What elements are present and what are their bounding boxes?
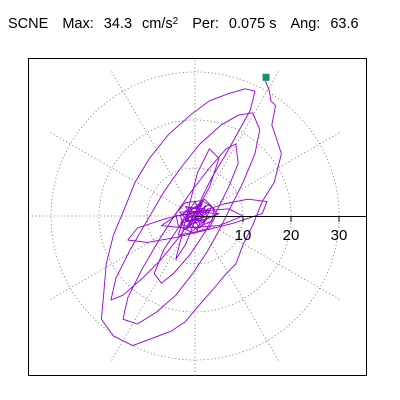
max-value: 34.3 [103,16,133,32]
grid-spoke-210 [49,215,196,301]
motion-traces [100,78,282,347]
grid-spoke-240 [110,215,196,362]
marker-layer [262,73,270,81]
period-label: Per: [192,16,219,32]
grid-spoke-30 [194,131,341,217]
angle-label: Ang: [290,16,321,32]
motion-trace-1 [100,78,282,347]
radial-axis: 10 20 30 [195,216,367,244]
grid-spoke-60 [194,70,280,217]
station-code: SCNE [8,16,49,32]
period-value: 0.075 s [228,16,277,32]
axis-tick-label-20: 20 [283,227,300,244]
grid-spoke-300 [194,215,280,362]
grid-spoke-150 [49,131,196,217]
motion-trace-6 [179,201,211,231]
axis-tick-label-30: 30 [331,227,348,244]
grid-spoke-330 [194,215,341,301]
angle-value: 63.6 [330,16,359,32]
units-exponent: 2 [172,16,179,27]
max-label: Max: [62,16,94,32]
grid-spoke-120 [110,70,196,217]
trace-header: SCNE Max: 34.3 cm/s2 Per: 0.075 s Ang: 6… [8,16,359,32]
max-units: cm/s2 [142,16,179,32]
end-marker [262,73,270,81]
axis-tick-label-10: 10 [235,227,252,244]
